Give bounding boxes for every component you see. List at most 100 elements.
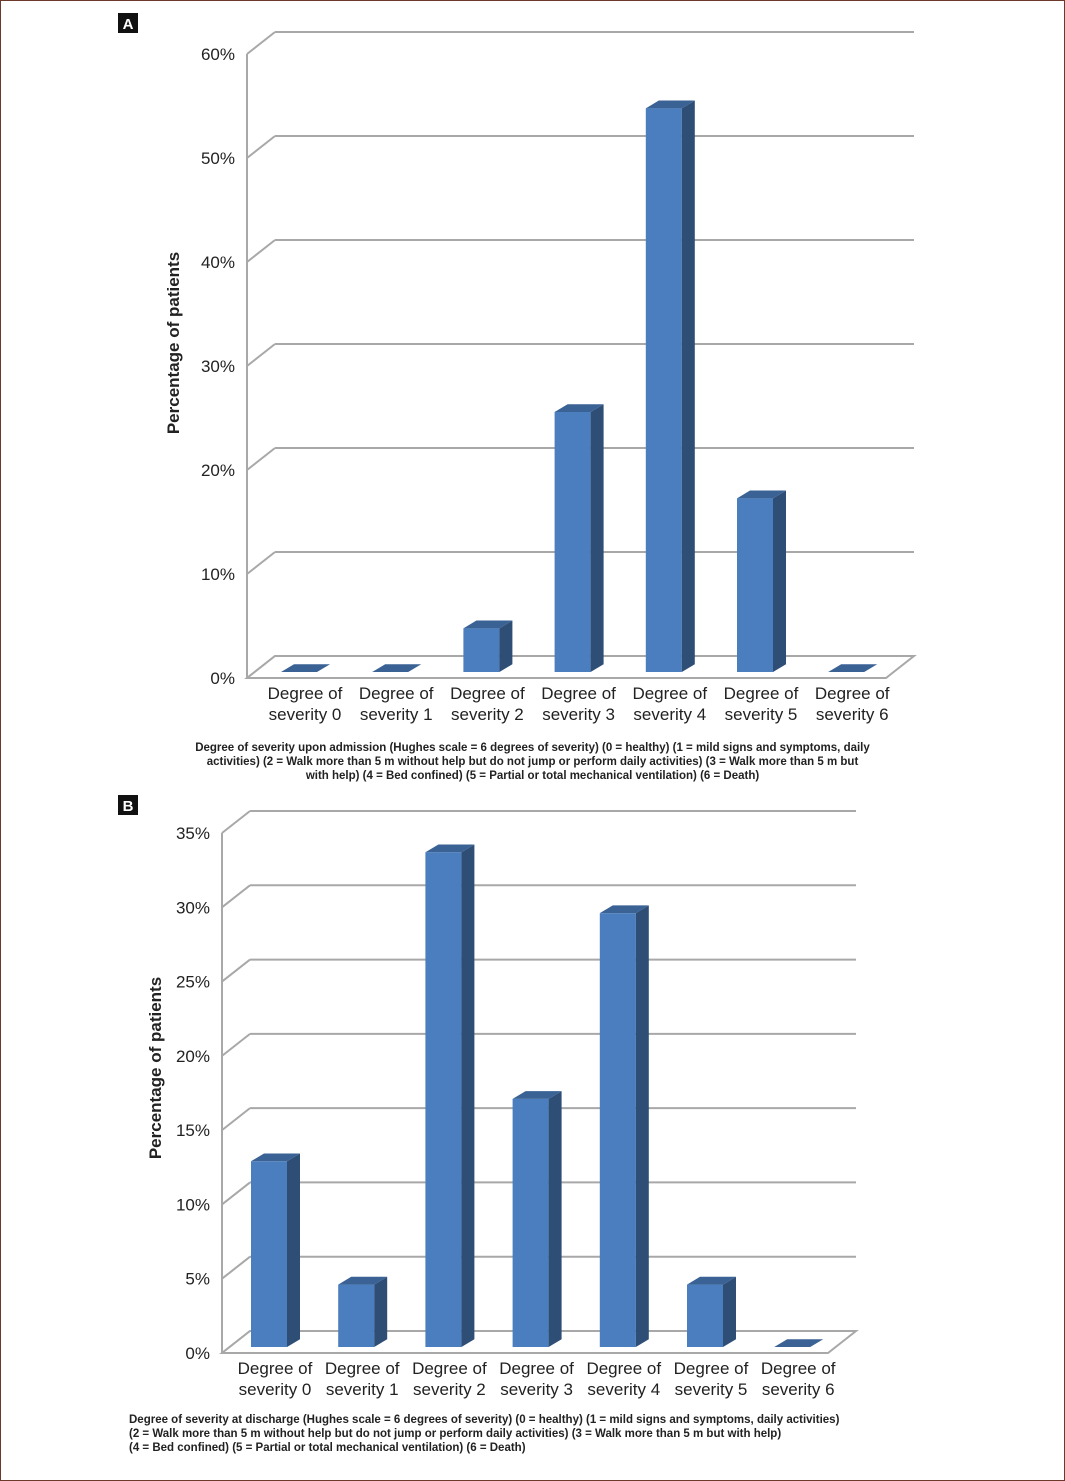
y-tick-label: 5% bbox=[185, 1270, 210, 1289]
bar-top bbox=[687, 1276, 736, 1285]
caption-line: Degree of severity at discharge (Hughes … bbox=[129, 1414, 840, 1426]
bar bbox=[463, 628, 500, 672]
grid-line-diag bbox=[246, 135, 276, 159]
y-tick-label: 0% bbox=[210, 669, 235, 688]
bar-top bbox=[828, 664, 878, 672]
bar-side bbox=[461, 844, 475, 1347]
y-axis-label: Percentage of patients bbox=[146, 977, 165, 1159]
caption-a: Degree of severity upon admission (Hughe… bbox=[1, 741, 1064, 783]
x-tick-label: Degree of bbox=[238, 1359, 313, 1378]
y-tick-label: 0% bbox=[185, 1344, 210, 1363]
y-tick-label: 40% bbox=[201, 253, 235, 272]
panel-badge bbox=[118, 13, 138, 33]
grid-line-diag bbox=[246, 551, 276, 575]
x-tick-label: severity 3 bbox=[500, 1380, 573, 1399]
x-tick-label: Degree of bbox=[541, 684, 616, 703]
x-tick-label: severity 4 bbox=[633, 705, 706, 724]
x-tick-label: severity 1 bbox=[360, 705, 433, 724]
grid-line-diag bbox=[246, 343, 276, 367]
x-tick-label: severity 5 bbox=[675, 1380, 748, 1399]
grid-line-diag bbox=[221, 958, 251, 983]
x-tick-label: Degree of bbox=[450, 684, 525, 703]
x-tick-label: severity 5 bbox=[725, 705, 798, 724]
x-tick-label: severity 2 bbox=[451, 705, 524, 724]
x-tick-label: Degree of bbox=[359, 684, 434, 703]
bar-side bbox=[548, 1091, 562, 1347]
grid-line-diag bbox=[221, 884, 251, 909]
y-tick-label: 10% bbox=[176, 1195, 210, 1214]
x-tick-label: Degree of bbox=[268, 684, 343, 703]
bar-side bbox=[374, 1276, 388, 1347]
bar-side bbox=[681, 100, 695, 672]
bar bbox=[645, 108, 682, 672]
x-tick-label: severity 3 bbox=[542, 705, 615, 724]
x-tick-label: Degree of bbox=[632, 684, 707, 703]
y-tick-label: 30% bbox=[176, 898, 210, 917]
bar-side bbox=[723, 1276, 736, 1347]
x-tick-label: severity 0 bbox=[239, 1380, 312, 1399]
y-tick-label: 25% bbox=[176, 973, 210, 992]
x-tick-label: severity 0 bbox=[269, 705, 342, 724]
x-tick-label: Degree of bbox=[412, 1359, 487, 1378]
bar-top bbox=[512, 1091, 562, 1099]
grid-line-diag bbox=[246, 239, 276, 263]
panel-badge bbox=[118, 795, 138, 815]
panel-label: B bbox=[123, 798, 134, 815]
bar bbox=[338, 1284, 375, 1347]
chart-a: 0% 10% 20% 30% 40% 50% 60% Degree of severity 0 D… bbox=[118, 13, 917, 724]
bar-side bbox=[590, 404, 604, 672]
bar bbox=[554, 412, 591, 672]
bar-top bbox=[251, 1153, 300, 1162]
bar bbox=[737, 498, 773, 672]
bar bbox=[251, 1161, 287, 1347]
bar bbox=[425, 852, 462, 1347]
x-tick-label: Degree of bbox=[325, 1359, 400, 1378]
caption-line: Degree of severity upon admission (Hughe… bbox=[195, 742, 870, 754]
y-tick-label: 20% bbox=[176, 1047, 210, 1066]
caption-line: activities) (2 = Walk more than 5 m with… bbox=[206, 756, 859, 768]
x-tick-label: Degree of bbox=[586, 1359, 661, 1378]
caption-line: (4 = Bed confined) (5 = Partial or total… bbox=[129, 1442, 526, 1454]
grid-line-diag bbox=[246, 31, 276, 55]
grid-line-diag bbox=[246, 447, 276, 471]
bar-side bbox=[773, 490, 786, 672]
bar-top bbox=[599, 905, 649, 914]
x-tick-label: Degree of bbox=[815, 684, 890, 703]
bar-side bbox=[499, 620, 513, 672]
bar-top bbox=[338, 1276, 388, 1285]
bar-top bbox=[774, 1339, 824, 1347]
grid-line-diag bbox=[221, 810, 251, 834]
y-tick-label: 60% bbox=[201, 45, 235, 64]
bar-top bbox=[554, 404, 604, 412]
bar-top bbox=[645, 100, 695, 109]
y-tick-label: 35% bbox=[176, 824, 210, 843]
caption-line: (2 = Walk more than 5 m without help but… bbox=[129, 1428, 782, 1440]
grid-line-diag bbox=[221, 1255, 251, 1280]
panel-label: A bbox=[123, 16, 134, 33]
y-tick-label: 20% bbox=[201, 461, 235, 480]
grid-line-diag bbox=[221, 1033, 251, 1057]
bar-side bbox=[287, 1153, 300, 1347]
y-tick-label: 50% bbox=[201, 149, 235, 168]
x-tick-label: severity 6 bbox=[816, 705, 889, 724]
x-tick-label: Degree of bbox=[724, 684, 799, 703]
grid-line-diag bbox=[221, 1107, 251, 1131]
bar bbox=[599, 913, 636, 1347]
bar-top bbox=[281, 664, 330, 672]
bar bbox=[512, 1098, 549, 1347]
caption-b: Degree of severity at discharge (Hughes … bbox=[129, 1413, 839, 1455]
y-tick-label: 15% bbox=[176, 1121, 210, 1140]
bar-top bbox=[372, 664, 422, 672]
bar-top bbox=[463, 620, 513, 629]
chart-b: 0% 5% 10% 15% 20% 25% 30% 35% Degree of severity … bbox=[118, 795, 859, 1399]
x-tick-label: severity 4 bbox=[587, 1380, 660, 1399]
x-tick-label: severity 2 bbox=[413, 1380, 486, 1399]
y-tick-label: 10% bbox=[201, 565, 235, 584]
bar bbox=[687, 1284, 723, 1347]
x-tick-label: severity 6 bbox=[762, 1380, 835, 1399]
x-tick-label: Degree of bbox=[674, 1359, 749, 1378]
x-tick-label: Degree of bbox=[499, 1359, 574, 1378]
y-tick-label: 30% bbox=[201, 357, 235, 376]
bar-side bbox=[635, 905, 649, 1347]
